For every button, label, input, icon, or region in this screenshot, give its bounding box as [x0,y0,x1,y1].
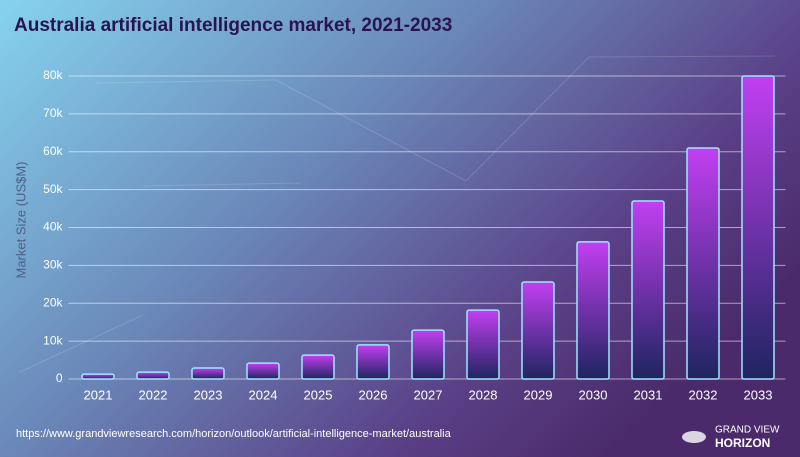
bar [631,200,665,380]
x-tick-label: 2023 [194,387,223,402]
bar [136,371,170,380]
y-tick-label: 0 [56,371,63,385]
logo: GRAND VIEW HORIZON [682,425,780,450]
brand-line: GRAND VIEW [715,425,780,436]
x-tick-label: 2022 [139,387,168,402]
bar [576,241,610,380]
x-tick-label: 2021 [84,387,113,402]
y-tick-label: 70k [43,106,63,120]
brand-line: HORIZON [715,436,770,450]
bar [81,373,115,380]
bar [521,281,555,380]
bar [741,75,775,380]
y-tick-label: 30k [43,258,63,272]
x-tick-label: 2030 [579,387,608,402]
y-tick-label: 60k [43,144,63,158]
x-tick-label: 2033 [744,387,773,402]
x-tick-label: 2029 [524,387,553,402]
x-tick-label: 2026 [359,387,388,402]
x-tick-label: 2025 [304,387,333,402]
bar [411,329,445,380]
bar [356,344,390,380]
x-tick-label: 2024 [249,387,278,402]
bar [191,367,225,380]
x-tick-label: 2028 [469,387,498,402]
chart-title: Australia artificial intelligence market… [14,15,452,36]
y-tick-label: 10k [43,333,63,347]
x-tick-label: 2031 [634,387,663,402]
y-tick-label: 80k [43,68,63,82]
bar [301,354,335,380]
bar [686,147,720,380]
x-tick-label: 2027 [414,387,443,402]
y-tick-label: 40k [43,220,63,234]
y-axis-label: Market Size (US$M) [13,161,28,278]
logo-icon [682,431,706,443]
bar [246,362,280,380]
decoration [19,55,776,373]
y-tick-label: 50k [43,182,63,196]
source: https://www.grandviewresearch.com/horizo… [16,428,452,440]
y-tick-label: 20k [43,295,63,309]
bar [466,309,500,380]
x-tick-label: 2032 [689,387,718,402]
